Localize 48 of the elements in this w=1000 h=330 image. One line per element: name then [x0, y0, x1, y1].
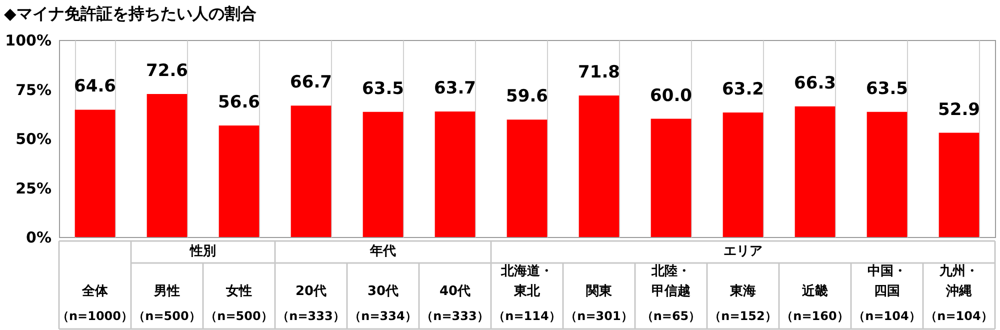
data-label: 66.3 [794, 73, 836, 94]
x-tick-label: 北陸・甲信越（n=65） [641, 263, 701, 325]
bar [362, 112, 404, 237]
x-tick-label: 40代（n=333） [421, 283, 489, 325]
data-label: 63.7 [434, 78, 476, 99]
x-tick-label: 男性（n=500） [133, 283, 201, 325]
data-label: 56.6 [218, 92, 260, 112]
data-label: 52.9 [938, 100, 980, 120]
bar [290, 106, 332, 237]
x-tick-label: 北海道・東北（n=114） [493, 263, 561, 325]
bar [938, 132, 980, 237]
bar [74, 110, 116, 237]
bar [506, 120, 548, 237]
bar [218, 126, 260, 237]
bar [722, 112, 764, 237]
data-label: 60.0 [650, 86, 692, 106]
data-label: 63.2 [722, 79, 764, 100]
data-label: 59.6 [506, 86, 548, 107]
y-tick-label: 25% [16, 179, 52, 198]
y-tick-label: 75% [16, 80, 52, 99]
bar [146, 94, 188, 237]
x-tick-label: 関東（n=301） [565, 283, 633, 325]
x-tick-label: 近畿（n=160） [781, 283, 849, 325]
y-tick-label: 50% [16, 130, 52, 148]
text: エリア [722, 243, 764, 260]
data-label: 63.5 [866, 78, 908, 99]
bar [434, 112, 476, 237]
bar [650, 118, 692, 237]
chart-title: ◆マイナ免許証を持ちたい人の割合 [4, 4, 256, 25]
text: 年代 [368, 243, 397, 260]
y-tick-label: 0% [26, 228, 52, 246]
data-label: 63.5 [362, 78, 404, 99]
bar [866, 112, 908, 237]
data-label: 71.8 [578, 62, 620, 83]
x-tick-label: 20代（n=333） [277, 283, 345, 325]
x-tick-label: 中国・四国（n=104） [853, 263, 921, 325]
bar [794, 106, 836, 237]
x-tick-label: 30代（n=334） [349, 283, 417, 325]
data-label: 64.6 [74, 76, 116, 97]
x-tick-label: 九州・沖縄（n=104） [925, 263, 993, 325]
x-tick-label: 全体（n=1000） [57, 283, 133, 325]
x-tick-label: 女性（n=500） [205, 283, 273, 325]
y-tick-label: 100% [5, 32, 52, 50]
x-tick-label: 東海（n=152） [709, 283, 777, 325]
bar [578, 96, 620, 237]
text: 性別 [188, 243, 217, 260]
data-label: 72.6 [146, 60, 188, 81]
data-label: 66.7 [290, 72, 332, 93]
